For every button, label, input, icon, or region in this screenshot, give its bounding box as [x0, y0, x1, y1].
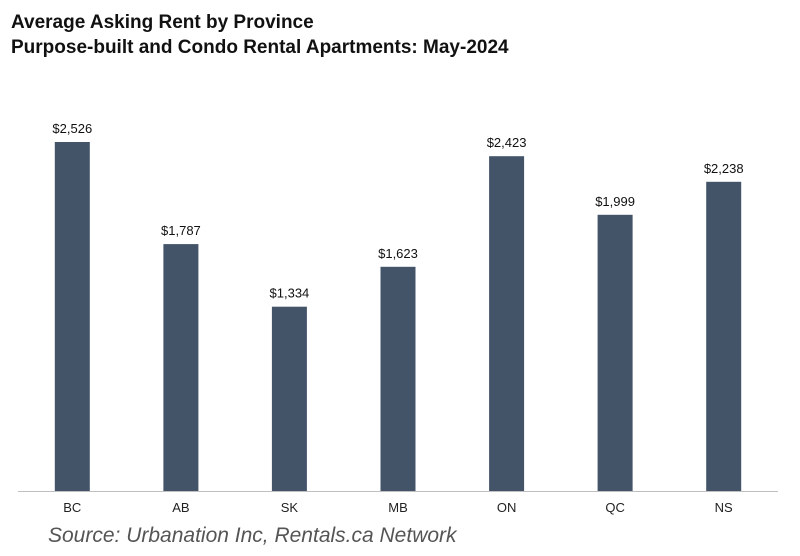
source-note: Source: Urbanation Inc, Rentals.ca Netwo…: [48, 524, 457, 547]
chart-subtitle: Purpose-built and Condo Rental Apartment…: [11, 37, 509, 58]
bar-qc: [597, 214, 633, 492]
bar-value-label-sk: $1,334: [270, 286, 310, 301]
x-tick-label-bc: BC: [63, 500, 81, 515]
bar-value-label-on: $2,423: [487, 135, 527, 150]
bar-value-label-bc: $2,526: [52, 121, 92, 136]
x-tick-label-ns: NS: [715, 500, 733, 515]
x-tick-label-sk: SK: [281, 500, 299, 515]
bar-on: [489, 156, 525, 491]
chart-title: Average Asking Rent by Province: [11, 12, 314, 33]
bar-bc: [54, 142, 90, 491]
x-tick-label-mb: MB: [388, 500, 408, 515]
bar-value-label-mb: $1,623: [378, 246, 418, 261]
bar-value-label-qc: $1,999: [595, 194, 635, 209]
bar-value-label-ns: $2,238: [704, 161, 744, 176]
x-tick-label-qc: QC: [605, 500, 625, 515]
chart-title-block: Average Asking Rent by Province Purpose-…: [11, 10, 509, 60]
bar-mb: [380, 266, 416, 491]
bar-value-label-ab: $1,787: [161, 223, 201, 238]
x-tick-label-ab: AB: [172, 500, 189, 515]
x-tick-label-on: ON: [497, 500, 517, 515]
bar-sk: [271, 306, 307, 491]
bar-ab: [163, 244, 199, 491]
bar-ns: [706, 181, 742, 492]
